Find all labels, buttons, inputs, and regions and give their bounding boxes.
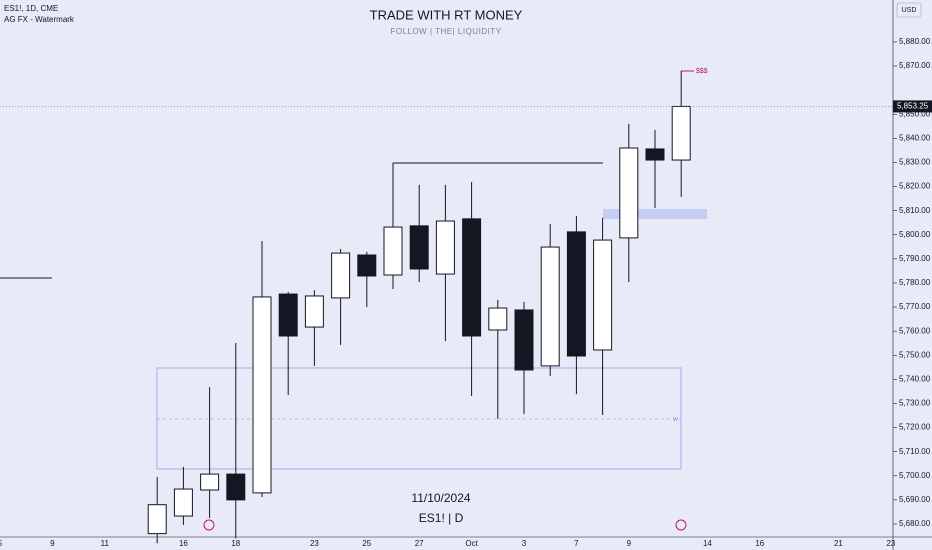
candle-body xyxy=(357,254,377,277)
indicator: AG FX - Watermark xyxy=(4,15,75,24)
candle-body xyxy=(619,147,639,239)
y-tick-label: 5,850.00 xyxy=(899,109,931,118)
x-tick-label: 9 xyxy=(50,539,55,548)
title: TRADE WITH RT MONEY xyxy=(370,7,523,22)
y-tick-label: 5,750.00 xyxy=(899,350,931,359)
y-tick-label: 5,810.00 xyxy=(899,206,931,215)
candle-body xyxy=(383,226,403,276)
candle-body xyxy=(566,231,586,357)
candle-body xyxy=(409,225,429,270)
y-tick-label: 5,720.00 xyxy=(899,423,931,432)
x-tick-label: 7 xyxy=(574,539,579,548)
x-tick-label: 11 xyxy=(101,539,110,548)
y-tick-label: 5,830.00 xyxy=(899,158,931,167)
y-tick-label: 5,700.00 xyxy=(899,471,931,480)
y-tick-label: 5,710.00 xyxy=(899,447,931,456)
x-tick-label: 23 xyxy=(310,539,319,548)
y-tick-label: 5,780.00 xyxy=(899,278,931,287)
candle-body xyxy=(514,309,534,371)
y-tick-label: 5,730.00 xyxy=(899,399,931,408)
candle-body xyxy=(540,246,560,367)
candle-body xyxy=(278,293,298,337)
x-tick-label: 16 xyxy=(755,539,764,548)
y-tick-label: 5,680.00 xyxy=(899,519,931,528)
y-tick-label: 5,880.00 xyxy=(899,37,931,46)
candle-body xyxy=(645,148,665,161)
event-icon[interactable] xyxy=(203,519,215,531)
candle-body xyxy=(435,220,455,275)
currency-box[interactable] xyxy=(896,2,922,18)
candle-body xyxy=(200,473,220,491)
candle-body xyxy=(488,307,508,331)
candle-body xyxy=(147,504,167,535)
y-tick-label: 5,760.00 xyxy=(899,326,931,335)
x-tick-label: 9 xyxy=(627,539,632,548)
y-tick-label: 5,800.00 xyxy=(899,230,931,239)
candle-body xyxy=(252,296,272,494)
y-tick-label: 5,770.00 xyxy=(899,302,931,311)
symbol: ES1!, 1D, CME xyxy=(4,4,58,13)
x-tick-label: 3 xyxy=(522,539,527,548)
y-tick-label: 5,690.00 xyxy=(899,495,931,504)
candle-body xyxy=(593,239,613,351)
candle-body xyxy=(331,252,351,299)
zone-label: w xyxy=(672,416,679,423)
candle-body xyxy=(462,218,482,337)
y-tick-label: 5,840.00 xyxy=(899,133,931,142)
x-tick-label: 27 xyxy=(415,539,424,548)
event-icon[interactable] xyxy=(675,519,687,531)
x-tick-label: 21 xyxy=(834,539,843,548)
x-tick-label: 14 xyxy=(703,539,712,548)
candle-body xyxy=(671,105,691,161)
y-tick-label: 5,790.00 xyxy=(899,254,931,263)
x-tick-label: 16 xyxy=(179,539,188,548)
y-tick-label: 5,740.00 xyxy=(899,374,931,383)
x-tick-label: 18 xyxy=(231,539,240,548)
y-tick-label: 5,870.00 xyxy=(899,61,931,70)
x-tick-label: 23 xyxy=(886,539,895,548)
candle-body xyxy=(226,473,246,501)
last-price-label: 5,853.25 xyxy=(897,102,929,111)
candle-body xyxy=(173,488,193,517)
watermark-date: 11/10/2024 xyxy=(411,491,470,505)
fvg-box xyxy=(603,209,707,219)
subtitle: FOLLOW | THE| LIQUIDITY xyxy=(390,27,501,36)
y-tick-label: 5,820.00 xyxy=(899,182,931,191)
candle-body xyxy=(304,295,324,328)
x-tick-label: Oct xyxy=(465,539,478,548)
last-price-box xyxy=(893,100,932,113)
currency: USD xyxy=(902,7,917,14)
x-tick-label: 25 xyxy=(362,539,371,548)
liquidity-label: $$$ xyxy=(696,68,708,75)
x-tick-label: 5 xyxy=(0,539,3,548)
watermark-symbol: ES1! | D xyxy=(419,511,464,525)
